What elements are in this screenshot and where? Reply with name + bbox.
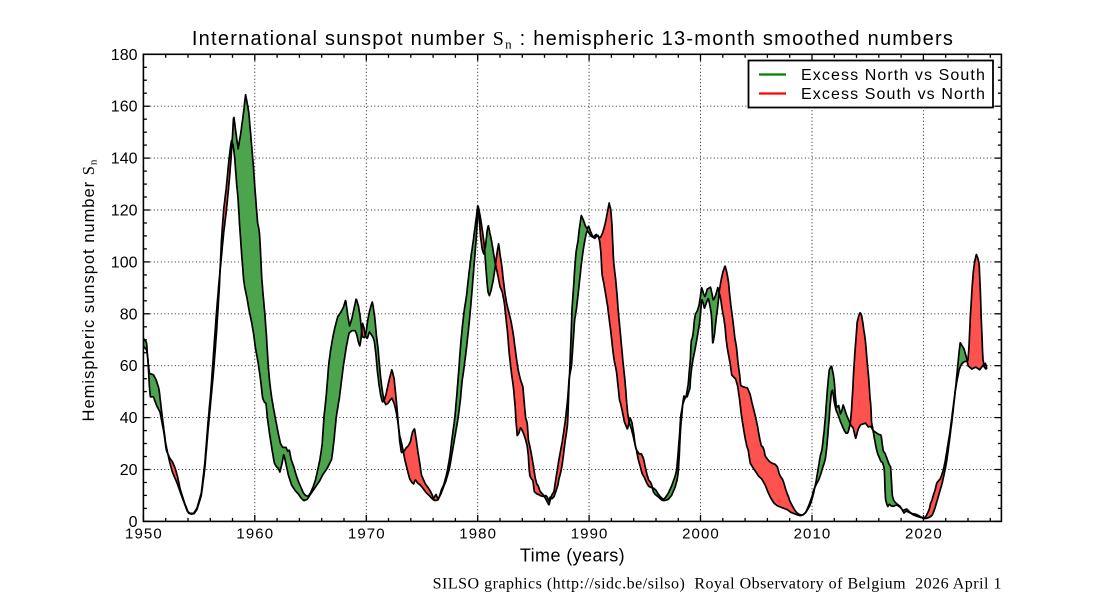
svg-text:Excess North vs South: Excess North vs South xyxy=(801,67,986,84)
svg-text:160: 160 xyxy=(111,99,138,116)
svg-text:2020: 2020 xyxy=(905,526,943,543)
svg-text:SILSO graphics (http://sidc.be: SILSO graphics (http://sidc.be/silso) Ro… xyxy=(433,576,1002,593)
svg-text:International sunspot number S: International sunspot number Sn : hemisp… xyxy=(192,28,954,52)
svg-text:Time (years): Time (years) xyxy=(520,546,625,566)
svg-text:2010: 2010 xyxy=(794,526,832,543)
svg-text:Excess South vs North: Excess South vs North xyxy=(801,86,986,103)
svg-text:1960: 1960 xyxy=(236,526,274,543)
svg-text:60: 60 xyxy=(120,358,138,375)
svg-text:0: 0 xyxy=(129,514,138,531)
svg-text:180: 180 xyxy=(111,47,138,64)
svg-text:2000: 2000 xyxy=(682,526,720,543)
svg-text:120: 120 xyxy=(111,203,138,220)
svg-text:1990: 1990 xyxy=(571,526,609,543)
svg-text:80: 80 xyxy=(120,306,138,323)
svg-text:140: 140 xyxy=(111,151,138,168)
svg-text:100: 100 xyxy=(111,254,138,271)
svg-text:1970: 1970 xyxy=(348,526,386,543)
svg-text:40: 40 xyxy=(120,410,138,427)
svg-text:20: 20 xyxy=(120,462,138,479)
svg-text:1980: 1980 xyxy=(459,526,497,543)
svg-text:Hemispheric sunspot number Sn: Hemispheric sunspot number Sn xyxy=(79,159,100,422)
svg-text:1950: 1950 xyxy=(125,526,163,543)
